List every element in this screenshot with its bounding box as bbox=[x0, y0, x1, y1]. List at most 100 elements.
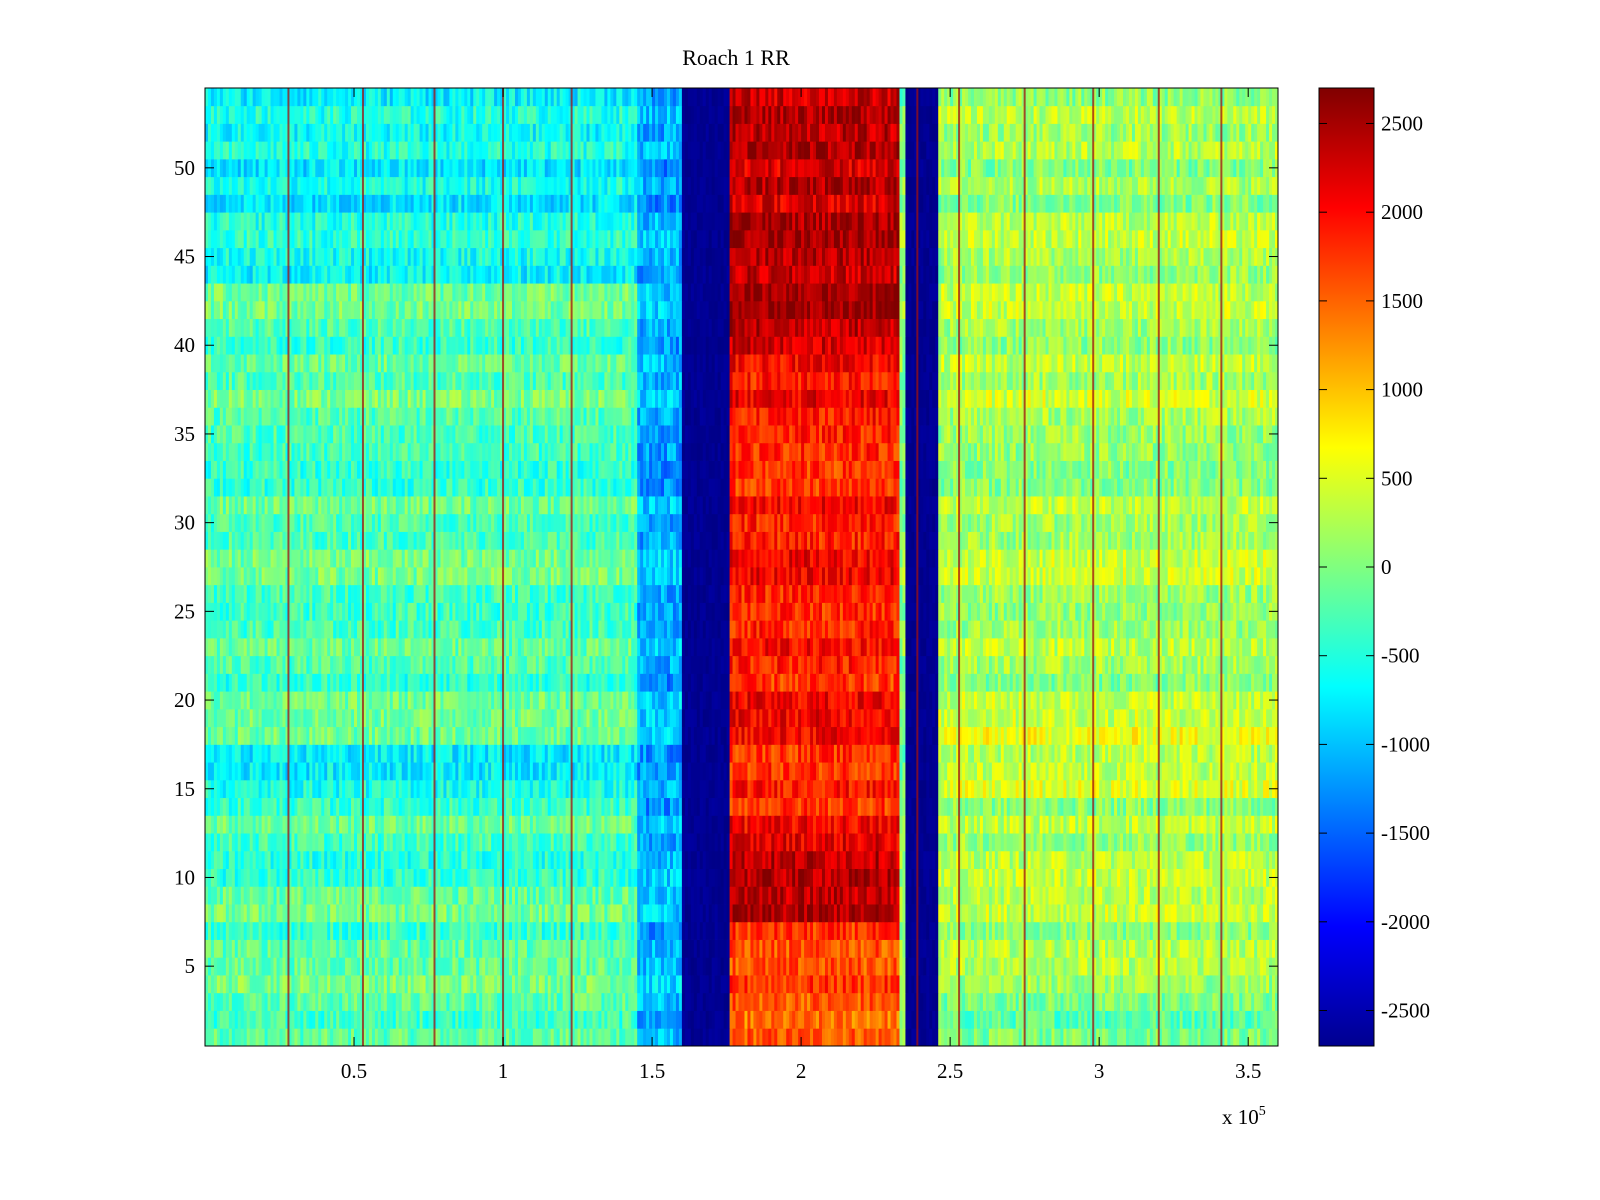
heatmap-cell bbox=[1230, 921, 1234, 940]
heatmap-cell bbox=[1257, 833, 1261, 852]
heatmap-cell bbox=[804, 957, 808, 976]
heatmap-cell bbox=[994, 939, 999, 958]
heatmap-cell bbox=[252, 868, 257, 887]
heatmap-cell bbox=[276, 921, 280, 940]
heatmap-cell bbox=[956, 992, 960, 1011]
heatmap-cell bbox=[589, 975, 593, 994]
heatmap-cell bbox=[568, 921, 573, 940]
heatmap-cell bbox=[664, 992, 668, 1011]
heatmap-cell bbox=[965, 921, 969, 940]
heatmap-cell bbox=[1143, 833, 1148, 852]
heatmap-cell bbox=[488, 850, 492, 869]
heatmap-cell bbox=[830, 957, 835, 976]
heatmap-cell bbox=[1120, 1028, 1124, 1047]
heatmap-cell bbox=[425, 850, 429, 869]
heatmap-cell bbox=[207, 992, 212, 1011]
heatmap-cell bbox=[792, 833, 796, 852]
heatmap-cell bbox=[756, 1010, 760, 1029]
heatmap-cell bbox=[666, 1010, 671, 1029]
heatmap-cell bbox=[1081, 868, 1085, 887]
heatmap-cell bbox=[583, 921, 587, 940]
heatmap-cell bbox=[1078, 797, 1082, 816]
heatmap-cell bbox=[616, 833, 620, 852]
heatmap-cell bbox=[321, 957, 325, 976]
heatmap-cell bbox=[517, 815, 522, 834]
heatmap-cell bbox=[306, 957, 310, 976]
heatmap-cell bbox=[1123, 1010, 1127, 1029]
heatmap-cell bbox=[547, 886, 552, 905]
heatmap-cell bbox=[1054, 886, 1058, 905]
heatmap-cell bbox=[1006, 939, 1011, 958]
heatmap-cell bbox=[1120, 957, 1124, 976]
heatmap-cell bbox=[839, 975, 844, 994]
heatmap-cell bbox=[601, 975, 605, 994]
heatmap-cell bbox=[547, 975, 552, 994]
heatmap-cell bbox=[830, 797, 835, 816]
heatmap-cell bbox=[1060, 833, 1064, 852]
heatmap-cell bbox=[1239, 975, 1243, 994]
heatmap-cell bbox=[365, 886, 370, 905]
heatmap-cell bbox=[568, 868, 573, 887]
heatmap-cell bbox=[1176, 833, 1181, 852]
heatmap-cell bbox=[461, 975, 465, 994]
heatmap-cell bbox=[1057, 921, 1061, 940]
heatmap-cell bbox=[875, 886, 880, 905]
heatmap-cell bbox=[926, 1010, 930, 1029]
heatmap-cell bbox=[884, 1010, 888, 1029]
heatmap-cell bbox=[741, 957, 745, 976]
heatmap-cell bbox=[801, 797, 805, 816]
heatmap-cell bbox=[324, 797, 328, 816]
heatmap-cell bbox=[866, 868, 871, 887]
heatmap-cell bbox=[532, 833, 537, 852]
heatmap-cell bbox=[458, 797, 462, 816]
heatmap-cell bbox=[589, 904, 593, 923]
heatmap-cell bbox=[857, 1028, 862, 1047]
heatmap-cell bbox=[988, 992, 993, 1011]
heatmap-cell bbox=[458, 868, 462, 887]
heatmap-cell bbox=[893, 833, 897, 852]
heatmap-cell bbox=[610, 1028, 614, 1047]
heatmap-cell bbox=[976, 797, 981, 816]
heatmap-cell bbox=[467, 850, 471, 869]
heatmap-cell bbox=[953, 850, 957, 869]
heatmap-cell bbox=[675, 904, 680, 923]
heatmap-cell bbox=[362, 815, 367, 834]
heatmap-cell bbox=[646, 1028, 650, 1047]
heatmap-cell bbox=[1221, 975, 1225, 994]
heatmap-cell bbox=[723, 921, 727, 940]
heatmap-cell bbox=[309, 921, 313, 940]
heatmap-cell bbox=[988, 1028, 993, 1047]
heatmap-cell bbox=[449, 815, 453, 834]
heatmap-cell bbox=[1167, 850, 1172, 869]
heatmap-cell bbox=[207, 975, 212, 994]
heatmap-cell bbox=[580, 1010, 584, 1029]
heatmap-cell bbox=[315, 921, 319, 940]
heatmap-cell bbox=[461, 921, 465, 940]
heatmap-cell bbox=[237, 1010, 242, 1029]
heatmap-cell bbox=[580, 797, 584, 816]
heatmap-cell bbox=[1254, 921, 1258, 940]
heatmap-cell bbox=[318, 886, 322, 905]
heatmap-cell bbox=[389, 904, 394, 923]
heatmap-cell bbox=[294, 886, 298, 905]
heatmap-cell bbox=[1128, 904, 1133, 923]
heatmap-cell bbox=[333, 957, 337, 976]
heatmap-cell bbox=[467, 904, 471, 923]
heatmap-cell bbox=[813, 797, 817, 816]
heatmap-cell bbox=[1203, 886, 1207, 905]
heatmap-cell bbox=[240, 833, 245, 852]
heatmap-cell bbox=[449, 1028, 453, 1047]
heatmap-cell bbox=[1000, 939, 1005, 958]
heatmap-cell bbox=[1131, 1028, 1136, 1047]
heatmap-cell bbox=[541, 975, 546, 994]
heatmap-cell bbox=[503, 1010, 507, 1029]
heatmap-cell bbox=[1140, 939, 1145, 958]
heatmap-cell bbox=[669, 957, 674, 976]
heatmap-cell bbox=[306, 904, 310, 923]
heatmap-cell bbox=[1269, 1010, 1273, 1029]
heatmap-cell bbox=[753, 1028, 757, 1047]
heatmap-cell bbox=[881, 975, 885, 994]
heatmap-cell bbox=[246, 957, 251, 976]
heatmap-cell bbox=[681, 992, 686, 1011]
heatmap-cell bbox=[297, 886, 301, 905]
